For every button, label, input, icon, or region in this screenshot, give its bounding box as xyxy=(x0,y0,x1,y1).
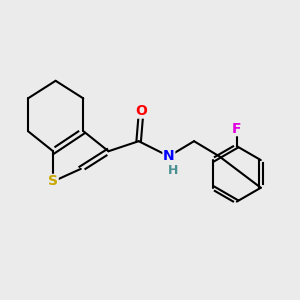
Text: S: S xyxy=(48,175,58,188)
Text: N: N xyxy=(163,149,175,163)
Text: O: O xyxy=(135,104,147,118)
Text: H: H xyxy=(167,164,178,177)
Text: F: F xyxy=(232,122,242,136)
